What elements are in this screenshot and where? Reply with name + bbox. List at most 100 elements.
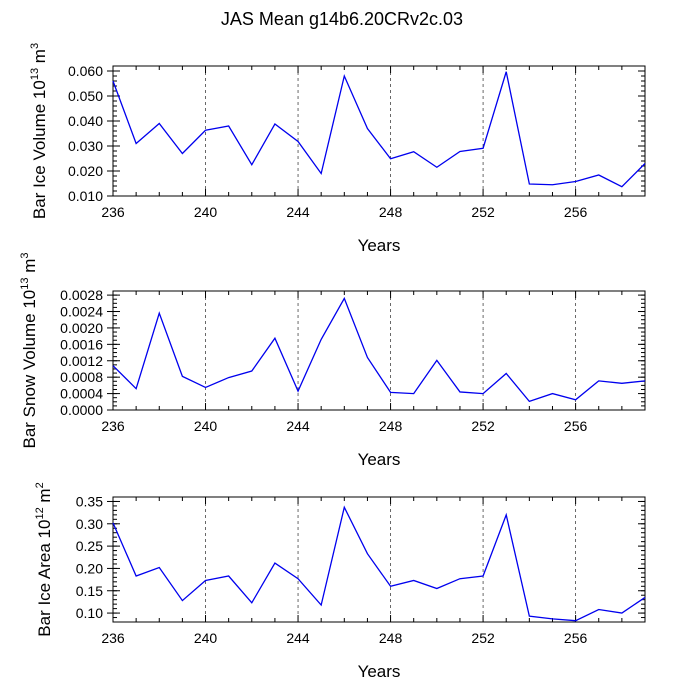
- y-tick-label: 0.020: [68, 163, 103, 179]
- y-axis-title-main: Bar Ice Volume 10: [30, 80, 49, 219]
- figure-title: JAS Mean g14b6.20CRv2c.03: [221, 9, 463, 29]
- plot-frame: [112, 496, 646, 623]
- y-tick-label: 0.0012: [60, 353, 103, 369]
- x-tick-label: 244: [286, 418, 310, 434]
- y-axis-title-unit-exponent: 3: [19, 252, 31, 258]
- x-tick-label: 248: [379, 418, 403, 434]
- data-point: [459, 578, 461, 580]
- data-point: [158, 122, 160, 124]
- data-point: [413, 151, 415, 153]
- data-point: [274, 562, 276, 564]
- data-point: [621, 186, 623, 188]
- y-tick-label: 0.030: [68, 138, 103, 154]
- data-point: [274, 123, 276, 125]
- y-axis-title-exponent: 13: [29, 68, 41, 80]
- data-point: [574, 619, 576, 621]
- data-point: [251, 602, 253, 604]
- data-point: [505, 372, 507, 374]
- y-tick-label: 0.0028: [60, 287, 103, 303]
- y-tick-label: 0.040: [68, 113, 103, 129]
- data-point: [251, 370, 253, 372]
- x-axis-title: Years: [358, 236, 401, 255]
- data-point: [389, 158, 391, 160]
- y-tick-label: 0.050: [68, 88, 103, 104]
- x-tick-label: 248: [379, 204, 403, 220]
- y-tick-label: 0.0008: [60, 369, 103, 385]
- series-line-bar-ice-volume: [112, 71, 646, 188]
- data-point: [343, 75, 345, 77]
- x-tick-label: 240: [194, 204, 218, 220]
- data-point: [320, 338, 322, 340]
- data-point: [204, 579, 206, 581]
- data-point: [366, 127, 368, 129]
- data-point: [551, 184, 553, 186]
- y-axis-title-unit-exponent: 3: [29, 43, 41, 49]
- data-point: [482, 392, 484, 394]
- data-point: [459, 391, 461, 393]
- y-tick-label: 0.25: [76, 538, 103, 554]
- y-tick-label: 0.15: [76, 583, 103, 599]
- y-tick-label: 0.10: [76, 605, 103, 621]
- x-tick-label: 244: [286, 630, 310, 646]
- x-tick-label: 256: [564, 204, 588, 220]
- data-point: [320, 604, 322, 606]
- y-axis-title: Bar Ice Area 1012 m2: [34, 482, 54, 636]
- data-point: [181, 152, 183, 154]
- data-point: [158, 566, 160, 568]
- data-point: [112, 522, 114, 524]
- data-point: [644, 596, 646, 598]
- y-tick-label: 0.0004: [60, 386, 103, 402]
- data-point: [366, 553, 368, 555]
- data-point: [297, 140, 299, 142]
- data-point: [528, 183, 530, 185]
- data-point: [366, 356, 368, 358]
- data-point: [343, 506, 345, 508]
- data-point: [436, 587, 438, 589]
- panels: 236 240 244 248 252 256 0.010 0.020 0.030 0.040 0.…: [19, 43, 646, 681]
- series-line-bar-ice-area: [112, 505, 646, 622]
- x-axis-title: Years: [358, 450, 401, 469]
- data-point: [181, 599, 183, 601]
- data-point: [551, 392, 553, 394]
- chart-panel-1: 236 240 244 248 252 256 0.010 0.020 0.030 0.040 0.…: [29, 43, 646, 255]
- data-point: [436, 166, 438, 168]
- x-tick-label: 240: [194, 418, 218, 434]
- data-point: [436, 359, 438, 361]
- data-point: [135, 142, 137, 144]
- data-point: [621, 382, 623, 384]
- x-tick-label: 236: [101, 204, 125, 220]
- y-tick-label: 0.0020: [60, 320, 103, 336]
- data-point: [459, 150, 461, 152]
- data-point: [574, 399, 576, 401]
- data-point: [413, 392, 415, 394]
- y-tick-label: 0.0000: [60, 402, 103, 418]
- data-point: [644, 162, 646, 164]
- data-point: [598, 174, 600, 176]
- y-axis-title: Bar Ice Volume 1013 m3: [29, 43, 49, 219]
- data-point: [505, 514, 507, 516]
- data-point: [598, 380, 600, 382]
- x-tick-label: 244: [286, 204, 310, 220]
- y-axis-title-exponent: 12: [34, 507, 46, 519]
- data-point: [528, 400, 530, 402]
- y-axis-title-unit-exponent: 2: [34, 482, 46, 488]
- x-tick-label: 240: [194, 630, 218, 646]
- y-tick-label: 0.20: [76, 560, 103, 576]
- x-tick-label: 236: [101, 630, 125, 646]
- data-point: [389, 585, 391, 587]
- x-tick-label: 252: [471, 204, 495, 220]
- y-axis-title: Bar Snow Volume 1013 m3: [19, 252, 39, 448]
- data-point: [528, 615, 530, 617]
- data-point: [274, 337, 276, 339]
- y-tick-label: 0.0024: [60, 304, 103, 320]
- data-point: [413, 579, 415, 581]
- data-point: [389, 391, 391, 393]
- data-point: [320, 172, 322, 174]
- y-axis-title-main: Bar Snow Volume 10: [20, 290, 39, 449]
- plot-frame: [112, 65, 646, 197]
- y-axis-title-main: Bar Ice Area 10: [35, 520, 54, 637]
- x-tick-label: 252: [471, 418, 495, 434]
- chart-panel-2: 236 240 244 248 252 2560.00000.00040.00080.00…: [19, 252, 646, 469]
